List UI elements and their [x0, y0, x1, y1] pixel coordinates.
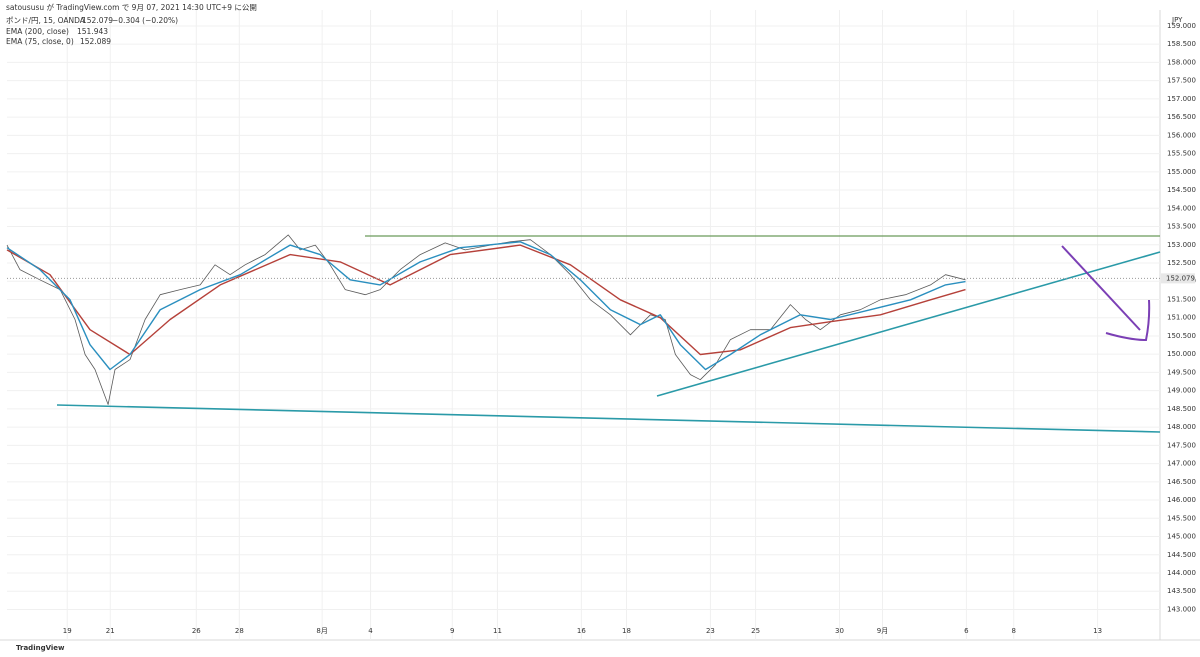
support-line [56, 404, 1161, 433]
x-tick-label: 26 [192, 627, 201, 635]
y-tick-label: 151.500 [1167, 295, 1196, 303]
x-tick-label: 30 [835, 627, 844, 635]
y-tick-label: 156.000 [1167, 131, 1196, 139]
y-tick-label: 143.000 [1167, 605, 1196, 613]
arrow-head [1105, 299, 1151, 342]
y-tick-label: 147.500 [1167, 441, 1196, 449]
ema-line [6, 244, 966, 356]
y-tick-label: 158.000 [1167, 58, 1196, 66]
y-tick-label: 153.500 [1167, 223, 1196, 231]
brand: TradingView [16, 644, 65, 652]
x-tick-label: 21 [106, 627, 115, 635]
y-tick-label: 152.500 [1167, 259, 1196, 267]
y-tick-label: 158.500 [1167, 40, 1196, 48]
y-tick-label: 154.500 [1167, 186, 1196, 194]
currency: JPY [1171, 16, 1183, 24]
y-tick-label: 145.000 [1167, 533, 1196, 541]
legend-name: EMA (200, close) [6, 27, 69, 36]
x-tick-label: 19 [63, 627, 72, 635]
y-tick-label: 154.000 [1167, 204, 1196, 212]
y-tick-label: 147.000 [1167, 460, 1196, 468]
y-tick-label: 157.500 [1167, 77, 1196, 85]
y-tick-label: 144.000 [1167, 569, 1196, 577]
y-tick-label: 155.500 [1167, 150, 1196, 158]
y-tick-label: 156.500 [1167, 113, 1196, 121]
change: −0.304 (−0.20%) [112, 16, 178, 25]
y-tick-label: 157.000 [1167, 95, 1196, 103]
x-tick-label: 11 [493, 627, 502, 635]
x-tick-label: 28 [235, 627, 244, 635]
x-tick-label: 9月 [877, 627, 888, 635]
x-tick-label: 9 [450, 627, 454, 635]
symbol: ポンド/円, 15, OANDA [6, 16, 86, 25]
last-price-box [1161, 273, 1195, 284]
y-tick-label: 143.500 [1167, 587, 1196, 595]
grid [7, 10, 1160, 640]
legend-value: 152.089 [80, 37, 111, 46]
y-tick-label: 149.500 [1167, 368, 1196, 376]
x-tick-label: 4 [368, 627, 373, 635]
y-tick-label: 150.000 [1167, 350, 1196, 358]
x-tick-label: 25 [751, 627, 760, 635]
last-price: 152.079 [82, 16, 113, 25]
x-tick-label: 8 [1011, 627, 1015, 635]
last-price-label: 152.079 [1166, 274, 1195, 282]
y-tick-label: 146.000 [1167, 496, 1196, 504]
x-tick-label: 23 [706, 627, 715, 635]
y-tick-label: 153.000 [1167, 241, 1196, 249]
plot [6, 234, 1160, 405]
x-tick-label: 8月 [316, 627, 327, 635]
x-tick-label: 16 [577, 627, 586, 635]
trend-line [656, 251, 1161, 397]
ema-line [6, 241, 966, 371]
legend-name: EMA (75, close, 0) [6, 37, 74, 46]
y-tick-label: 144.500 [1167, 551, 1196, 559]
y-tick-label: 149.000 [1167, 387, 1196, 395]
y-tick-label: 155.000 [1167, 168, 1196, 176]
y-tick-label: 148.500 [1167, 405, 1196, 413]
attribution: satoususu が TradingView.com で 9月 07, 202… [6, 2, 257, 12]
y-tick-label: 151.000 [1167, 314, 1196, 322]
y-tick-label: 159.000 [1167, 22, 1196, 30]
x-tick-label: 13 [1093, 627, 1102, 635]
y-tick-label: 146.500 [1167, 478, 1196, 486]
x-tick-label: 18 [622, 627, 631, 635]
legend-value: 151.943 [77, 27, 108, 36]
x-tick-label: 6 [964, 627, 969, 635]
y-tick-label: 148.000 [1167, 423, 1196, 431]
arrow-shaft [1061, 245, 1141, 331]
y-tick-label: 150.500 [1167, 332, 1196, 340]
y-tick-label: 145.500 [1167, 514, 1196, 522]
